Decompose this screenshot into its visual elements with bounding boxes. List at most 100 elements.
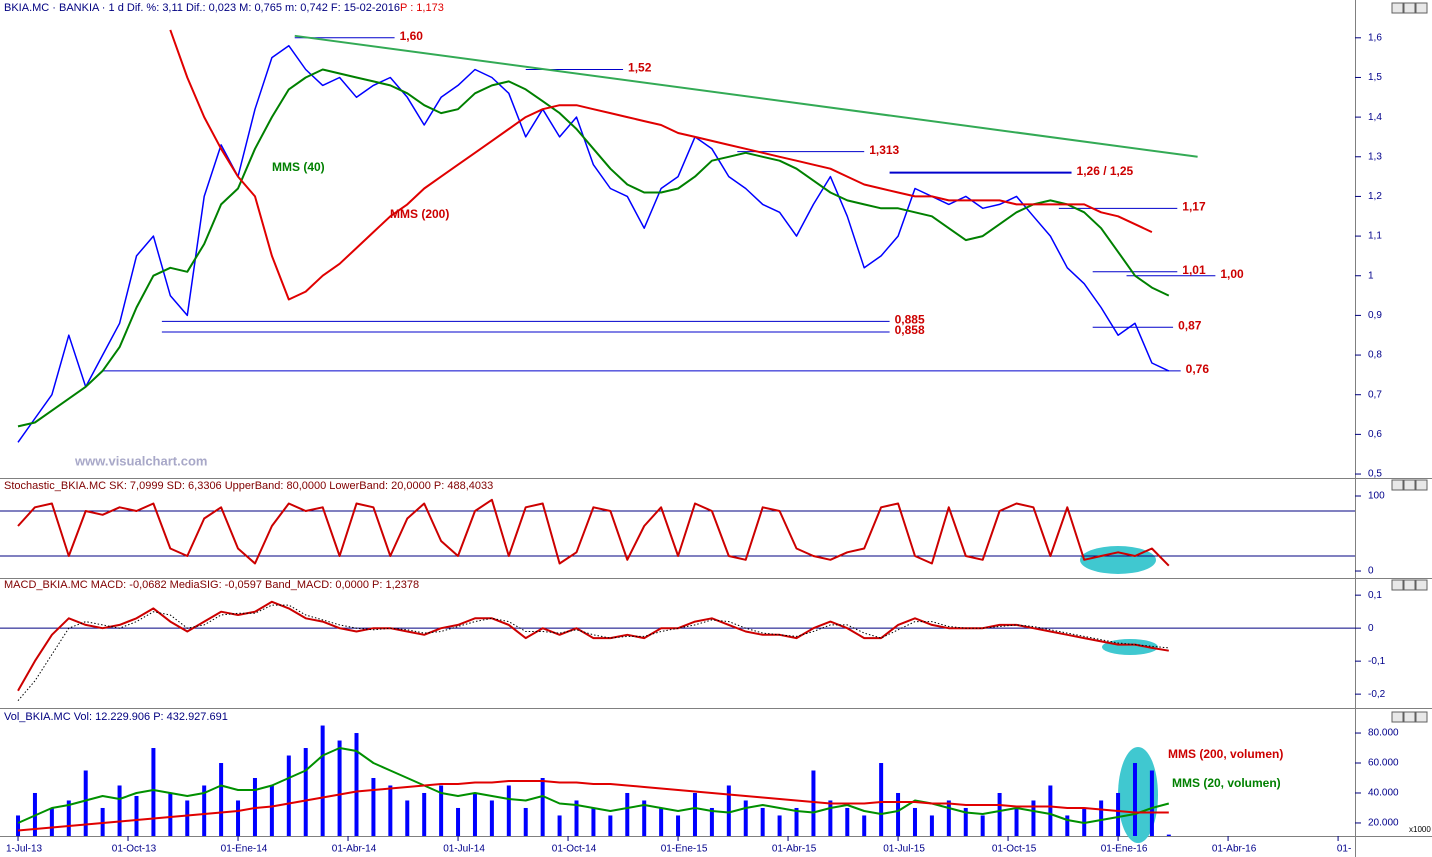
x-tick-label: 01-Jul-14 [443,844,485,855]
x-tick-label: 01-Ene-16 [1101,844,1148,855]
highlights [1080,546,1158,843]
close-button[interactable] [1415,479,1428,491]
panel-header: MACD_BKIA.MC MACD: -0,0682 MediaSIG: -0,… [4,579,419,591]
volume-bar [659,807,664,836]
volume-bar [811,770,816,836]
x-tick-label: 01-Abr-16 [1212,844,1257,855]
volume-bar [608,815,613,836]
volume-bar [726,785,731,836]
x-tick-label: 01-Oct-15 [992,844,1037,855]
minimize-button[interactable] [1391,579,1404,591]
y-tick-label: 0 [1368,623,1374,634]
level-label: 1,313 [869,143,899,157]
volume-bar [83,770,88,836]
volume-bar [337,740,342,836]
y-tick-label: 1,4 [1368,112,1382,123]
panel-header: Vol_BKIA.MC Vol: 12.229.906 P: 432.927.6… [4,711,228,723]
y-tick-label: 40.000 [1368,788,1399,799]
volume-bar [743,800,748,836]
x-tick-label: 01-Oct-14 [552,844,597,855]
x-tick-label: 1-Jul-13 [6,844,43,855]
volume-bar [303,748,308,836]
volume-bar [100,807,105,836]
highlight-ellipse [1080,546,1156,574]
volume-bar [760,807,765,836]
volume-bar [557,815,562,836]
volume-bar [219,763,224,836]
highlight-ellipse [1118,747,1158,843]
series-line [17,44,1170,443]
y-tick-label: 80.000 [1368,728,1399,739]
y-tick-label: 1 [1368,270,1374,281]
volume-bar [794,807,799,836]
minimize-button[interactable] [1391,479,1404,491]
volume-bar [472,792,477,836]
volume-bar [862,815,867,836]
level-label: 1,17 [1182,199,1206,213]
volume-bar [540,777,545,836]
y-tick-label: 0,6 [1368,429,1382,440]
series-line [169,29,1153,301]
maximize-button[interactable] [1403,479,1416,491]
series-line [17,780,1169,832]
volume-bar [269,785,274,836]
volume-bar [625,792,630,836]
level-label: 0,885 [895,313,925,327]
maximize-button[interactable] [1403,2,1416,14]
volume-bar [879,763,884,836]
volume-bar [202,785,207,836]
annotation: MMS (200, volumen) [1168,747,1283,761]
maximize-button[interactable] [1403,711,1416,723]
volume-bar [134,795,139,836]
volume-bar [1166,834,1171,836]
level-label: 1,26 / 1,25 [1077,164,1134,178]
y-tick-label: 1,3 [1368,151,1382,162]
series-line [17,68,1170,428]
close-button[interactable] [1415,711,1428,723]
minimize-button[interactable] [1391,2,1404,14]
maximize-button[interactable] [1403,579,1416,591]
volume-bar [591,807,596,836]
annotation: MMS (20, volumen) [1172,776,1281,790]
plot-area [17,29,1216,443]
minimize-button[interactable] [1391,711,1404,723]
volume-bar [185,800,190,836]
volume-bar [828,800,833,836]
close-button[interactable] [1415,2,1428,14]
highlight-ellipse [1102,639,1158,655]
chart-header: BKIA.MC · BANKIA · 1 d Dif. %: 3,11 Dif.… [4,2,400,14]
volume-bar [117,785,122,836]
volume-bar [1132,763,1137,836]
series-line [17,604,1169,702]
plot-area [0,498,1355,567]
volume-bar [692,792,697,836]
volume-bar [1116,792,1121,836]
volume-bar [642,800,647,836]
volume-bar [49,807,54,836]
level-label: 1,00 [1220,267,1244,281]
volume-bar [371,777,376,836]
volume-bar [354,733,359,836]
volume-bar [523,807,528,836]
window-buttons [1391,2,1428,723]
volume-bar [845,807,850,836]
y-tick-label: 20.000 [1368,818,1399,829]
series-line [17,747,1170,824]
volume-bar [896,792,901,836]
y-tick-label: 60.000 [1368,758,1399,769]
volume-bar [388,785,393,836]
y-tick-label: 0,1 [1368,590,1382,601]
volume-bar [1014,807,1019,836]
panel-header: Stochastic_BKIA.MC SK: 7,0999 SD: 6,3306… [4,480,493,492]
volume-bar [963,807,968,836]
x-tick-label: 01-Jul-15 [883,844,925,855]
volume-bar [912,807,917,836]
x-tick-label: 01-Ene-14 [221,844,268,855]
close-button[interactable] [1415,579,1428,591]
y-tick-label: 0 [1368,566,1374,577]
y-tick-label: 1,6 [1368,32,1382,43]
volume-bar [168,792,173,836]
volume-bar [489,800,494,836]
